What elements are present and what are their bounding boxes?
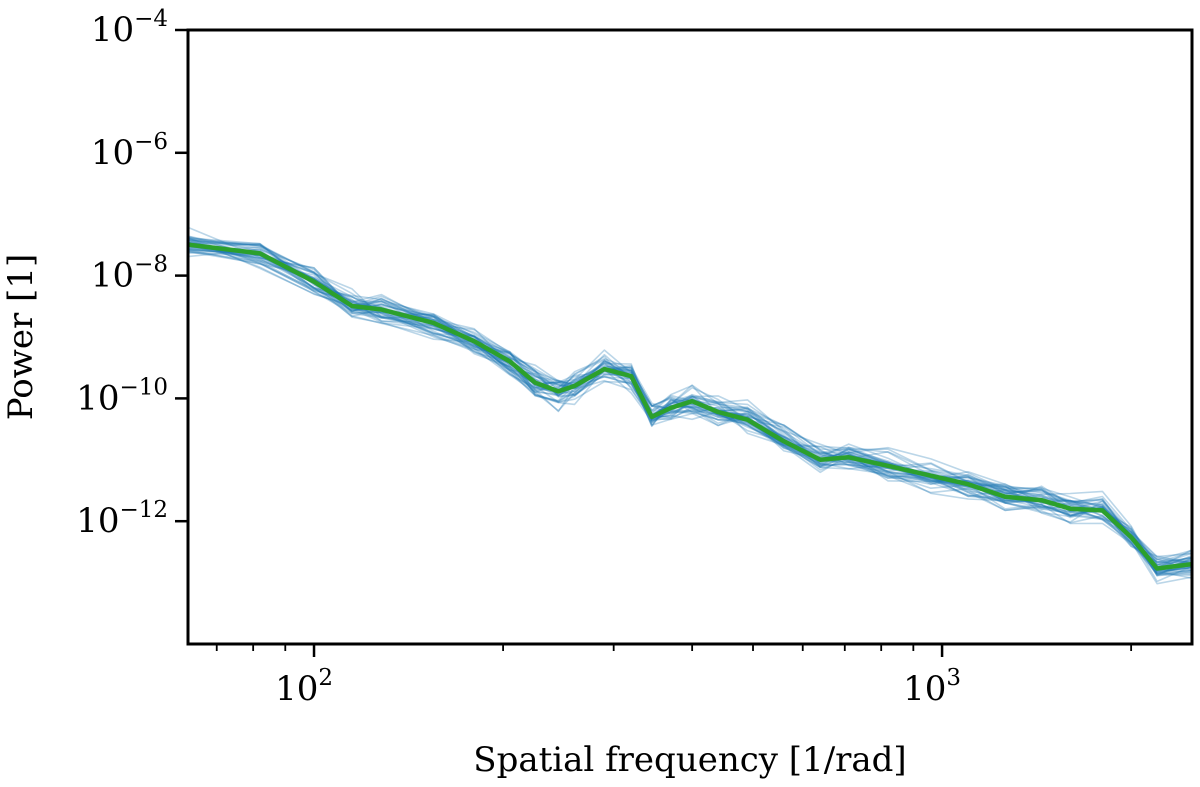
mean-line-group — [188, 242, 1192, 571]
y-tick-label: 10−10 — [76, 374, 168, 418]
y-tick-exponent: −10 — [119, 374, 168, 400]
y-tick-exponent: −12 — [119, 497, 168, 523]
x-tick-label: 102 — [275, 665, 333, 709]
x-tick-exponent: 3 — [946, 665, 961, 691]
realization-line — [188, 243, 1192, 561]
realization-line — [188, 241, 1192, 585]
y-tick-label: 10−8 — [91, 252, 168, 296]
y-tick-exponent: −8 — [134, 252, 168, 278]
x-axis-title: Spatial frequency [1/rad] — [473, 740, 906, 780]
y-tick-base: 10 — [91, 256, 134, 296]
y-tick-base: 10 — [91, 133, 134, 173]
realization-line — [188, 248, 1192, 573]
realization-line — [188, 241, 1192, 572]
y-tick-base: 10 — [91, 10, 134, 50]
realization-line — [188, 241, 1192, 570]
realization-line — [188, 235, 1192, 575]
realization-line — [188, 240, 1192, 564]
x-tick-exponent: 2 — [318, 665, 333, 691]
realization-line — [188, 248, 1192, 574]
x-tick-base: 10 — [275, 669, 318, 709]
mean-series-line — [188, 242, 1192, 571]
realization-line — [188, 248, 1192, 575]
realization-line — [188, 250, 1192, 563]
realization-line — [188, 245, 1192, 566]
realization-line — [188, 252, 1192, 572]
realization-line — [188, 250, 1192, 570]
y-tick-label: 10−6 — [91, 129, 168, 173]
realization-line — [188, 240, 1192, 570]
y-tick-exponent: −6 — [134, 129, 168, 155]
realization-line — [188, 237, 1192, 574]
realization-line — [188, 250, 1192, 570]
x-tick-label: 103 — [903, 665, 961, 709]
y-tick-label: 10−12 — [76, 497, 168, 541]
realization-line — [188, 236, 1192, 568]
y-tick-base: 10 — [76, 501, 119, 541]
y-axis-title: Power [1] — [1, 254, 41, 420]
plot-frame — [186, 28, 1194, 646]
realization-line — [188, 248, 1192, 577]
realization-line — [188, 238, 1192, 567]
y-tick-label: 10−4 — [91, 6, 168, 50]
x-tick-base: 10 — [903, 669, 946, 709]
y-tick-base: 10 — [76, 378, 119, 418]
y-tick-exponent: −4 — [134, 6, 168, 32]
